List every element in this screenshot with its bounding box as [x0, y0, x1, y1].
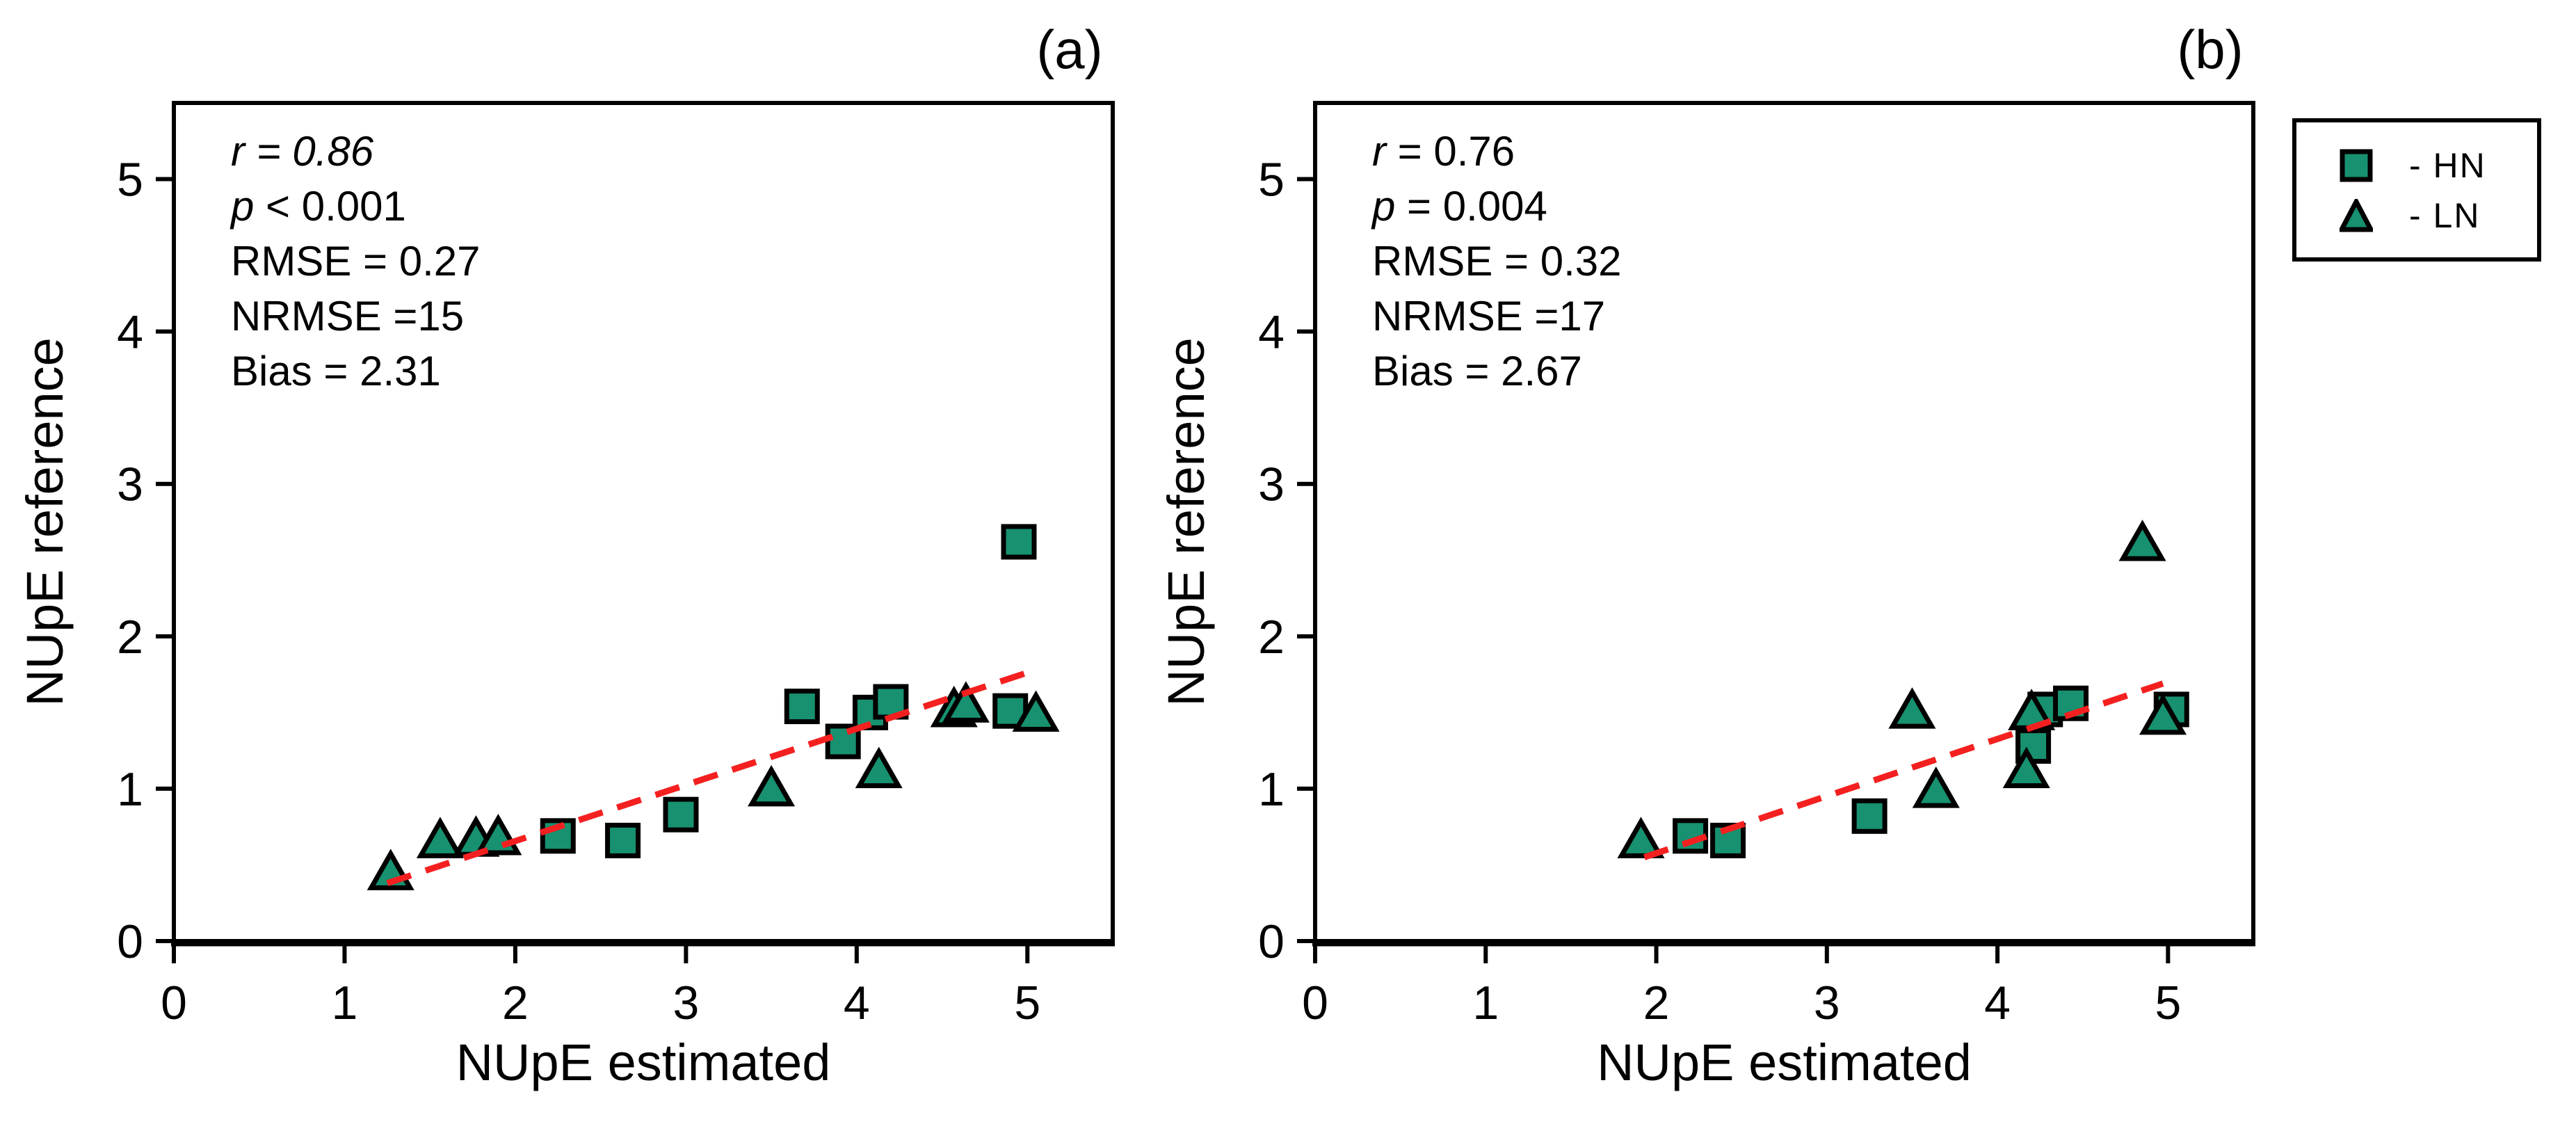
trendline-a: [386, 666, 1037, 887]
legend-triangle-marker: [2340, 199, 2373, 232]
y-tick-label: 4: [117, 306, 143, 359]
data-point-triangle: [2139, 693, 2187, 735]
legend-item-hn: - HN: [2340, 146, 2537, 185]
data-point-triangle: [748, 764, 796, 807]
data-point-triangle: [1912, 766, 1960, 808]
stats-line: RMSE = 0.32: [1372, 238, 1622, 284]
plot-box-b: [1313, 101, 2255, 943]
data-point-square: [784, 689, 820, 725]
x-tick-label: 1: [332, 977, 358, 1029]
x-tick-label: 1: [1472, 977, 1499, 1029]
data-point-square: [605, 822, 641, 858]
x-tick-label: 2: [1643, 977, 1670, 1029]
panel-label-a: (a): [1036, 19, 1102, 80]
y-axis-title: NUpE reference: [1157, 337, 1215, 707]
data-point-square: [1851, 798, 1887, 834]
legend-box: - HN - LN: [2292, 118, 2541, 262]
data-point-square: [1001, 524, 1037, 560]
y-tick-label: 2: [117, 611, 143, 664]
panel-b: 0 1 2 3 4 5 0 1 2 3 4 5 r = 0.76 p = 0.004 RMSE = 0.32…: [1157, 19, 2255, 1091]
panel-label-b: (b): [2177, 19, 2243, 80]
y-tick-label: 3: [1258, 458, 1285, 511]
legend-item-ln: - LN: [2340, 196, 2537, 235]
trendline-b: [1643, 680, 2164, 860]
data-point-triangle: [1888, 687, 1936, 729]
plot-box-a: [172, 101, 1115, 943]
y-tick-label: 0: [117, 915, 143, 968]
legend-label-ln: - LN: [2409, 196, 2481, 235]
stats-line: NRMSE =15: [231, 293, 464, 339]
x-tick-label: 0: [161, 977, 187, 1029]
data-point-square: [663, 796, 699, 833]
legend-label-hn: - HN: [2409, 146, 2486, 185]
x-axis-title: NUpE estimated: [1597, 1034, 1972, 1091]
stats-line: Bias = 2.31: [231, 348, 441, 394]
legend-square-marker: [2340, 149, 2373, 182]
x-tick-label: 5: [1014, 977, 1040, 1029]
stats-line: p < 0.001: [230, 183, 406, 230]
data-point-square: [540, 818, 576, 854]
y-tick-label: 1: [1258, 763, 1285, 816]
x-tick-label: 2: [502, 977, 529, 1029]
stats-line: Bias = 2.67: [1372, 348, 1582, 394]
stats-line: r = 0.76: [1372, 128, 1515, 175]
panel-a: 0 1 2 3 4 5 0 1 2 3 4 5 r = 0.86 p < 0.001 RMSE = 0.27…: [16, 19, 1115, 1091]
stats-line: r = 0.86: [231, 128, 374, 175]
stats-line: p = 0.004: [1371, 183, 1547, 230]
y-tick-label: 4: [1258, 306, 1285, 359]
x-tick-label: 3: [673, 977, 699, 1029]
y-tick-label: 0: [1258, 915, 1285, 968]
data-point-triangle: [1617, 817, 1665, 858]
stats-line: RMSE = 0.27: [231, 238, 481, 284]
x-axis-title: NUpE estimated: [456, 1034, 831, 1091]
data-point-triangle: [416, 817, 464, 858]
data-point-triangle: [942, 681, 990, 723]
data-point-triangle: [855, 746, 903, 789]
series-ln: [1617, 520, 2187, 858]
x-tick-label: 0: [1302, 977, 1328, 1029]
y-tick-label: 5: [117, 154, 143, 207]
data-point-triangle: [2002, 746, 2050, 789]
x-tick-label: 5: [2155, 977, 2181, 1029]
stats-line: NRMSE =17: [1372, 293, 1605, 339]
y-tick-label: 3: [117, 458, 143, 511]
y-tick-label: 5: [1258, 154, 1285, 207]
y-axis-title: NUpE reference: [16, 337, 74, 707]
x-tick-label: 4: [844, 977, 870, 1029]
x-tick-label: 4: [1984, 977, 2011, 1029]
y-tick-label: 2: [1258, 611, 1285, 664]
data-point-triangle: [2118, 520, 2166, 561]
y-tick-label: 1: [117, 763, 143, 816]
x-tick-label: 3: [1814, 977, 1840, 1029]
data-point-triangle: [1012, 690, 1060, 732]
